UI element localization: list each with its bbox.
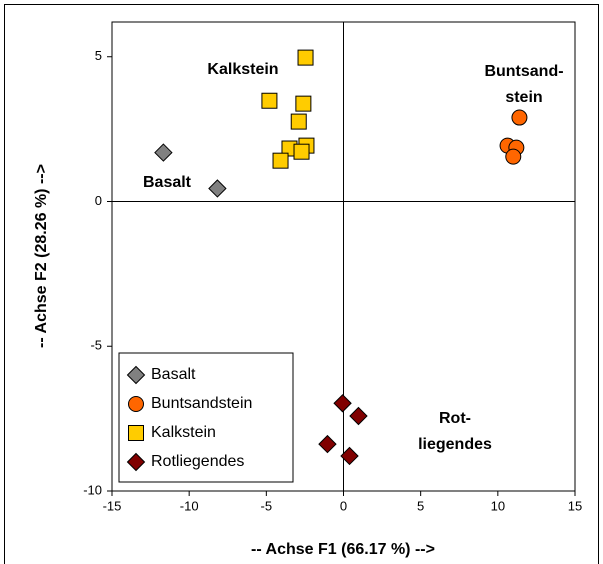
point bbox=[333, 394, 352, 413]
legend-label: Kalkstein bbox=[151, 424, 216, 441]
y-tick-label: -5 bbox=[90, 338, 102, 353]
annotation: liegendes bbox=[418, 436, 492, 453]
legend-label: Buntsandstein bbox=[151, 395, 252, 412]
point bbox=[293, 143, 310, 160]
x-tick-label: 0 bbox=[340, 498, 347, 513]
legend-label: Basalt bbox=[151, 366, 196, 383]
point bbox=[290, 113, 307, 130]
point bbox=[505, 148, 522, 165]
point bbox=[261, 92, 278, 109]
x-tick-label: -5 bbox=[261, 498, 273, 513]
x-tick-label: 10 bbox=[491, 498, 505, 513]
point bbox=[340, 446, 359, 466]
x-tick-label: -15 bbox=[103, 498, 122, 513]
point bbox=[318, 434, 337, 454]
y-tick-label: 5 bbox=[95, 48, 102, 63]
point bbox=[295, 95, 312, 112]
point bbox=[349, 406, 368, 426]
legend-label: Rotliegendes bbox=[151, 453, 244, 470]
legend-marker bbox=[128, 425, 144, 441]
annotation: Basalt bbox=[143, 174, 192, 191]
chart-frame bbox=[4, 4, 599, 564]
x-tick-label: -10 bbox=[180, 498, 199, 513]
x-tick-label: 15 bbox=[568, 498, 582, 513]
annotation: Rot- bbox=[439, 410, 471, 427]
legend-box bbox=[118, 352, 294, 483]
x-tick-label: 5 bbox=[417, 498, 424, 513]
point bbox=[208, 179, 227, 198]
y-tick-label: 0 bbox=[95, 193, 102, 208]
annotation: Buntsand- bbox=[484, 63, 563, 80]
legend-marker bbox=[128, 396, 144, 412]
y-tick-label: -10 bbox=[83, 482, 102, 497]
point bbox=[272, 152, 289, 169]
point bbox=[297, 49, 314, 66]
point bbox=[511, 109, 528, 126]
legend-marker bbox=[126, 452, 146, 472]
point bbox=[154, 143, 173, 162]
y-axis-label: -- Achse F2 (28.26 %) --> bbox=[33, 164, 50, 348]
annotation: stein bbox=[505, 89, 542, 106]
annotation: Kalkstein bbox=[207, 61, 278, 78]
legend-marker bbox=[126, 365, 146, 385]
x-axis-label: -- Achse F1 (66.17 %) --> bbox=[251, 541, 435, 558]
